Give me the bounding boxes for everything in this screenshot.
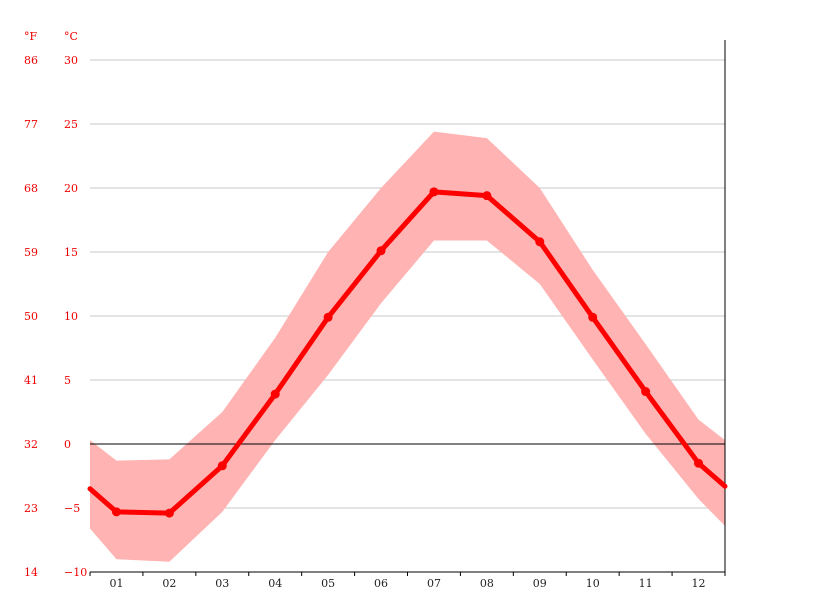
x-tick-label: 11	[639, 577, 653, 590]
data-point	[376, 246, 386, 256]
fahrenheit-tick-label: 32	[24, 438, 38, 451]
x-tick-label: 08	[480, 577, 494, 590]
celsius-tick-label: −10	[64, 566, 87, 579]
fahrenheit-tick-label: 14	[24, 566, 38, 579]
x-tick-label: 07	[427, 577, 441, 590]
celsius-tick-label: −5	[64, 502, 80, 515]
data-point	[588, 312, 598, 322]
data-point	[217, 461, 227, 471]
data-point	[482, 191, 492, 201]
x-tick-label: 04	[268, 577, 282, 590]
x-tick-label: 12	[692, 577, 706, 590]
data-point	[270, 389, 280, 399]
x-tick-label: 01	[109, 577, 123, 590]
celsius-tick-label: 20	[64, 182, 78, 195]
x-tick-label: 06	[374, 577, 388, 590]
fahrenheit-tick-label: 59	[24, 246, 38, 259]
fahrenheit-unit-label: °F	[24, 30, 38, 43]
data-point	[429, 187, 439, 197]
celsius-tick-label: 5	[64, 374, 71, 387]
data-point	[694, 458, 704, 468]
x-tick-label: 03	[215, 577, 229, 590]
data-point	[323, 312, 333, 322]
tick-labels: 86 30 77 25 68 20 59 15 50 10 41 5 32 0 23 −5 14 −10 01 02 0…	[24, 54, 706, 590]
series-line	[87, 189, 728, 516]
axes	[89, 40, 726, 576]
fahrenheit-tick-label: 23	[24, 502, 38, 515]
fahrenheit-tick-label: 68	[24, 182, 38, 195]
fahrenheit-tick-label: 41	[24, 374, 38, 387]
celsius-tick-label: 25	[64, 118, 78, 131]
x-tick-label: 10	[586, 577, 600, 590]
data-point	[535, 237, 545, 247]
fahrenheit-tick-label: 86	[24, 54, 38, 67]
temperature-band	[90, 131, 725, 562]
data-point	[111, 507, 121, 517]
temperature-line	[87, 187, 728, 518]
celsius-tick-label: 30	[64, 54, 78, 67]
celsius-tick-label: 15	[64, 246, 78, 259]
x-tick-label: 09	[533, 577, 547, 590]
gridlines	[90, 59, 725, 509]
fahrenheit-tick-label: 50	[24, 310, 38, 323]
fahrenheit-tick-label: 77	[24, 118, 38, 131]
temperature-range-area	[90, 131, 725, 562]
data-point	[164, 508, 174, 518]
x-tick-label: 05	[321, 577, 335, 590]
data-point	[641, 387, 651, 397]
x-tick-label: 02	[162, 577, 176, 590]
celsius-tick-label: 0	[64, 438, 71, 451]
celsius-tick-label: 10	[64, 310, 78, 323]
celsius-unit-label: °C	[64, 30, 78, 43]
